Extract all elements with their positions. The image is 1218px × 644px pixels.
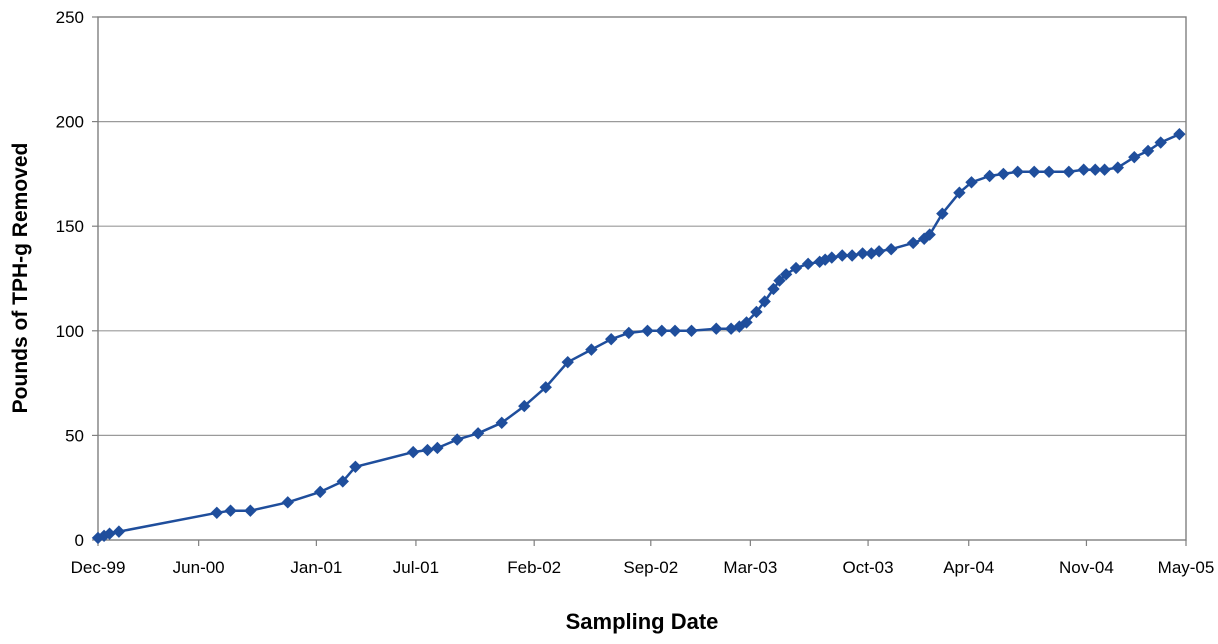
data-point: [997, 167, 1010, 181]
data-point: [585, 343, 598, 356]
data-point: [244, 504, 257, 517]
data-point: [733, 320, 746, 333]
y-tick-label: 0: [75, 531, 84, 550]
data-point: [604, 332, 618, 346]
data-point: [856, 247, 869, 260]
data-point: [112, 525, 126, 538]
data-point: [1098, 163, 1111, 176]
data-point: [561, 355, 574, 369]
x-tick-label: May-05: [1158, 558, 1215, 577]
data-point: [450, 433, 464, 446]
data-point: [97, 529, 111, 543]
x-tick-label: Dec-99: [71, 558, 126, 577]
data-point: [1062, 165, 1076, 179]
data-point: [518, 399, 531, 413]
x-tick-label: Nov-04: [1059, 558, 1114, 577]
data-point: [622, 326, 635, 340]
data-point: [431, 441, 444, 455]
data-point: [495, 416, 508, 430]
y-axis-ticks: 0 50 100 150 200 250: [56, 8, 98, 550]
data-point: [836, 249, 849, 262]
data-point: [953, 186, 966, 199]
data-point: [349, 460, 362, 473]
data-point: [773, 274, 786, 287]
data-point: [758, 295, 771, 308]
data-point: [1128, 150, 1141, 164]
data-point: [789, 261, 803, 275]
y-tick-label: 250: [56, 8, 84, 27]
data-point: [91, 531, 105, 545]
data-point: [779, 268, 793, 281]
y-tick-label: 50: [65, 426, 84, 445]
data-point: [406, 445, 420, 459]
data-point: [685, 324, 698, 337]
x-tick-label: Jul-01: [393, 558, 439, 577]
data-point: [923, 228, 936, 241]
x-tick-label: Mar-03: [723, 558, 777, 577]
data-point: [1141, 144, 1155, 158]
data-point: [710, 322, 723, 335]
data-point: [1111, 161, 1124, 174]
data-point: [421, 443, 434, 457]
y-tick-label: 100: [56, 322, 84, 341]
data-point: [224, 504, 237, 517]
x-tick-label: Sep-02: [623, 558, 678, 577]
x-axis-ticks: Dec-99 Jun-00 Jan-01 Jul-01 Feb-02 Sep-02 Mar-…: [71, 540, 1215, 577]
x-tick-label: Jun-00: [173, 558, 225, 577]
data-point: [539, 381, 552, 394]
gridlines: [98, 120, 1186, 436]
y-tick-label: 150: [56, 217, 84, 236]
data-point: [825, 251, 838, 264]
data-point: [103, 527, 116, 540]
data-point: [936, 207, 949, 220]
data-point: [314, 485, 327, 499]
data-point: [884, 243, 898, 256]
y-tick-label: 200: [56, 113, 84, 132]
data-point: [668, 324, 682, 337]
data-point: [983, 169, 996, 183]
data-point: [641, 324, 654, 337]
data-point: [210, 506, 224, 520]
data-point: [845, 249, 859, 262]
data-point: [336, 475, 349, 488]
data-point: [750, 305, 763, 319]
data-point: [1077, 163, 1090, 176]
x-tick-label: Feb-02: [507, 558, 561, 577]
data-point: [818, 253, 832, 266]
data-point: [1042, 165, 1056, 179]
data-point: [767, 282, 780, 296]
data-point: [655, 324, 669, 337]
data-point: [1154, 136, 1167, 149]
x-tick-label: Oct-03: [843, 558, 894, 577]
data-point: [1089, 163, 1102, 176]
data-point: [281, 496, 294, 509]
data-point: [801, 257, 815, 271]
data-point: [872, 245, 886, 258]
data-point: [740, 316, 753, 329]
data-point: [906, 236, 920, 250]
data-point: [813, 255, 826, 268]
data-points: [91, 127, 1186, 545]
data-point: [965, 176, 978, 189]
x-tick-label: Jan-01: [290, 558, 342, 577]
data-point: [471, 427, 485, 440]
x-axis-label: Sampling Date: [566, 609, 719, 634]
x-tick-label: Apr-04: [943, 558, 994, 577]
data-point: [1027, 165, 1041, 179]
y-axis-label: Pounds of TPH-g Removed: [9, 143, 32, 414]
data-point: [1011, 165, 1024, 179]
data-point: [1173, 127, 1186, 141]
plot-area-border: [97, 16, 1187, 541]
